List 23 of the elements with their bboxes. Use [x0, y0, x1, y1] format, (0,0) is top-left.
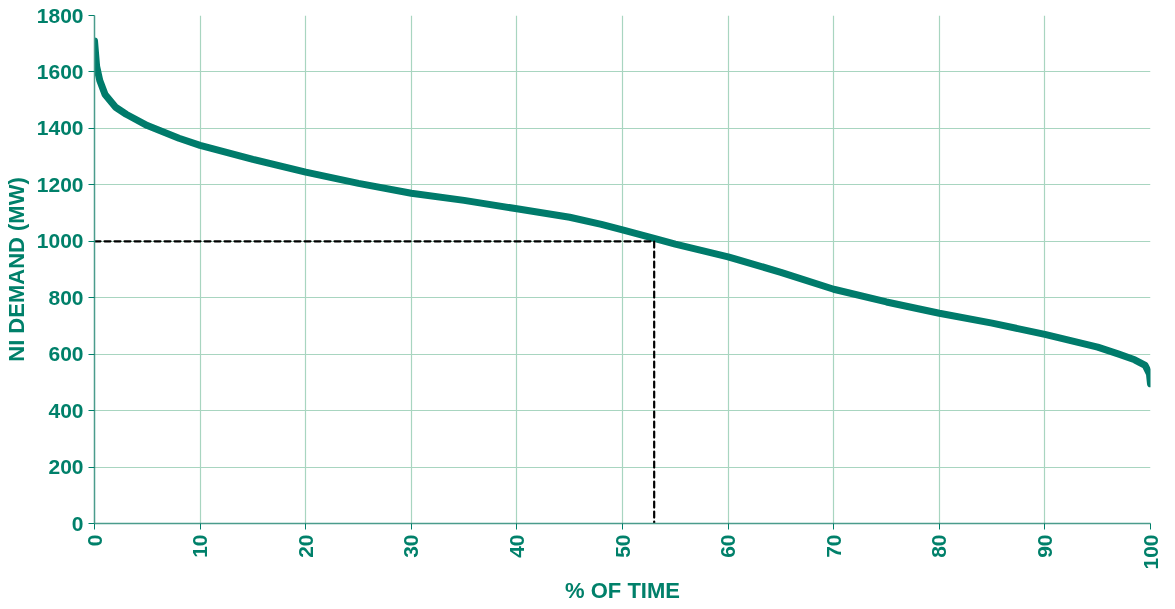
x-tick-label: 50	[610, 534, 634, 558]
x-tick-label: 20	[293, 534, 317, 558]
y-axis-title: NI DEMAND (MW)	[3, 177, 29, 362]
y-tick-label: 800	[48, 285, 84, 309]
x-tick-label: 70	[821, 534, 845, 558]
y-tick-label: 1800	[36, 3, 84, 27]
y-tick-label: 1200	[36, 172, 84, 196]
y-tick-label: 600	[48, 342, 84, 366]
y-tick-label: 400	[48, 398, 84, 422]
x-tick-label: 100	[1138, 534, 1162, 570]
x-tick-label: 40	[504, 534, 528, 558]
x-axis-title: % OF TIME	[565, 577, 680, 603]
x-tick-label: 0	[82, 534, 106, 547]
y-tick-label: 0	[71, 511, 84, 535]
x-tick-label: 60	[716, 534, 740, 558]
x-tick-label: 80	[927, 534, 951, 558]
y-tick-label: 1000	[36, 229, 84, 253]
x-tick-label: 10	[188, 534, 212, 558]
x-tick-label: 90	[1032, 534, 1056, 558]
x-tick-label: 30	[399, 534, 423, 558]
y-tick-label: 1400	[36, 116, 84, 140]
y-tick-label: 200	[48, 455, 84, 479]
y-tick-label: 1600	[36, 59, 84, 83]
